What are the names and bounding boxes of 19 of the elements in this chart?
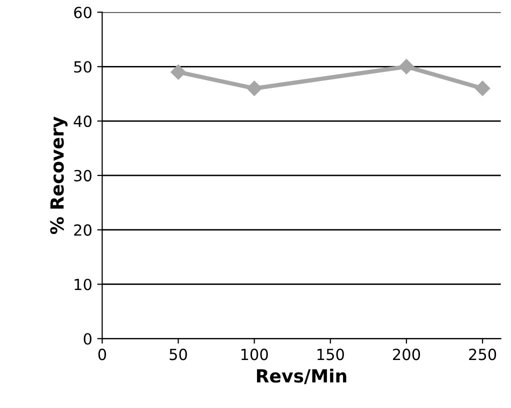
x-axis-title: Revs/Min: [257, 368, 346, 384]
x-tick-label: 0: [98, 348, 106, 360]
x-tick-label: 150: [317, 348, 344, 360]
y-tick-label: 30: [74, 170, 92, 182]
x-tick-label: 100: [241, 348, 268, 360]
x-tick-label: 250: [469, 348, 496, 360]
y-tick-label: 50: [74, 61, 92, 73]
point: [474, 80, 490, 96]
point: [170, 64, 186, 80]
x-tick-label: 200: [393, 348, 420, 360]
y-tick-label: 60: [74, 6, 92, 18]
y-tick-label: 10: [74, 278, 92, 290]
y-tick-label: 20: [74, 224, 92, 236]
x-tick-label: 50: [170, 348, 187, 360]
y-tick-label: 0: [84, 333, 92, 345]
point: [246, 80, 262, 96]
y-tick-label: 40: [74, 116, 92, 128]
point: [398, 59, 414, 74]
y-axis-title: % Recovery: [50, 116, 68, 234]
